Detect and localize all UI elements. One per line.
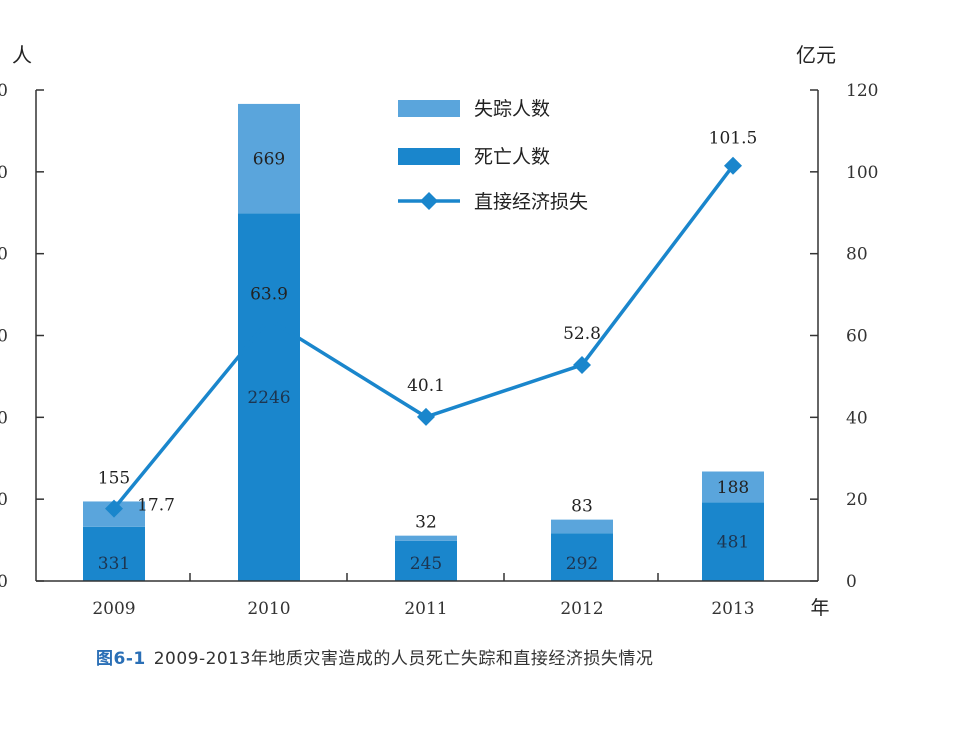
y-right-tick-label-0: 0 [846, 572, 857, 592]
bar-death-2009 [83, 526, 145, 581]
bars-layer [83, 103, 764, 581]
bar-death-2012 [551, 533, 613, 581]
y-left-tick-label-1000: 0 [0, 408, 8, 428]
y-right-tick-label-100: 100 [846, 163, 878, 183]
data-label-loss-2013: 101.5 [709, 129, 758, 149]
data-label-death-2012: 292 [566, 554, 598, 574]
figure-number: 图6-1 [96, 649, 146, 669]
point-economic-loss-2009 [105, 499, 123, 518]
legend-marker-loss [420, 192, 438, 210]
bar-death-2013 [702, 502, 764, 581]
data-label-missing-2010: 669 [253, 150, 285, 170]
bar-death-2010 [238, 213, 300, 581]
data-label-death-2010: 2246 [247, 388, 290, 408]
line-layer: 17.7 63.9 40.1 52.8 101.5 [105, 129, 757, 518]
data-label-death-2009: 331 [98, 554, 130, 574]
data-label-loss-2012: 52.8 [563, 324, 601, 344]
data-label-loss-2009: 17.7 [137, 496, 175, 516]
bar-missing-2012 [551, 519, 613, 534]
figure-caption: 图6-1 2009-2013年地质灾害造成的人员死亡失踪和直接经济损失情况 [96, 644, 653, 669]
data-label-loss-2011: 40.1 [407, 376, 445, 396]
y-right-tick-label-40: 40 [846, 408, 868, 428]
y-right-tick-label-120: 120 [846, 81, 878, 101]
point-economic-loss-2010 [260, 310, 278, 329]
legend-label-death: 死亡人数 [474, 146, 550, 168]
point-economic-loss-2012 [573, 355, 591, 374]
data-label-missing-2011: 32 [415, 513, 437, 533]
y-left-unit: 人 [12, 43, 32, 67]
y-right-tick-label-20: 20 [846, 490, 868, 510]
legend-label-missing: 失踪人数 [474, 98, 550, 120]
bar-labels-layer: 331 155 2246 669 245 32 292 83 481 188 [98, 150, 749, 574]
y-left-tick-label-0: 0 [0, 572, 8, 592]
bar-missing-2013 [702, 471, 764, 503]
point-economic-loss-2013 [724, 156, 742, 175]
y-left-tick-label-500: 0 [0, 490, 8, 510]
x-tick-label-2010: 2010 [247, 599, 290, 619]
legend-swatch-missing [398, 100, 460, 117]
data-label-missing-2009: 155 [98, 468, 130, 488]
axes-layer: 0 0 0 0 0 0 0 0 20 40 60 80 100 120 2009 2010 2011 2012 20… [0, 43, 878, 619]
y-right-tick-label-80: 80 [846, 245, 868, 265]
bar-missing-2010 [238, 103, 300, 214]
data-label-death-2011: 245 [410, 554, 442, 574]
legend-label-loss: 直接经济损失 [474, 191, 588, 213]
legend-swatch-death [398, 148, 460, 165]
data-label-missing-2012: 83 [571, 497, 593, 517]
x-tick-label-2013: 2013 [711, 599, 754, 619]
y-left-tick-label-3000: 0 [0, 81, 8, 101]
y-left-tick-label-2000: 0 [0, 245, 8, 265]
x-tick-label-2012: 2012 [560, 599, 603, 619]
y-right-tick-label-60: 60 [846, 327, 868, 347]
data-label-death-2013: 481 [717, 533, 749, 553]
x-unit: 年 [810, 597, 829, 619]
x-tick-label-2011: 2011 [404, 599, 447, 619]
y-left-tick-label-1500: 0 [0, 327, 8, 347]
point-economic-loss-2011 [417, 407, 435, 426]
y-right-unit: 亿元 [796, 43, 836, 67]
line-economic-loss [112, 164, 735, 510]
figure-caption-text: 2009-2013年地质灾害造成的人员死亡失踪和直接经济损失情况 [153, 649, 654, 669]
data-label-missing-2013: 188 [717, 478, 749, 498]
bar-death-2011 [395, 540, 457, 581]
x-tick-label-2009: 2009 [92, 599, 135, 619]
bar-missing-2011 [395, 535, 457, 541]
y-left-tick-label-2500: 0 [0, 163, 8, 183]
data-label-loss-2010: 63.9 [250, 285, 288, 305]
